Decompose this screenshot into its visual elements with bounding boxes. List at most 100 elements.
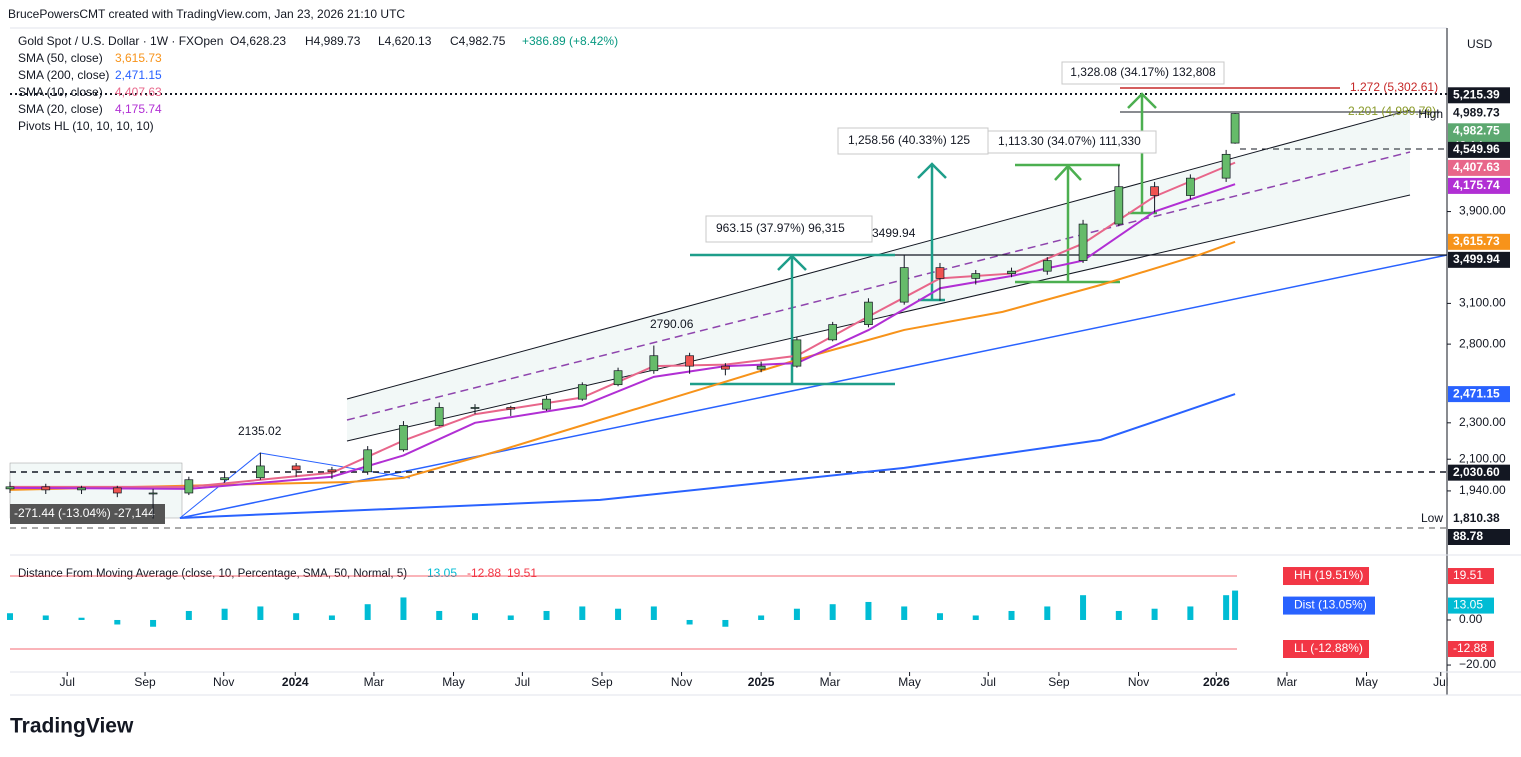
- candle-body: [935, 267, 945, 279]
- extra-bg: [1448, 529, 1510, 545]
- price-label-bg: [1448, 177, 1510, 194]
- candle-body: [399, 425, 408, 451]
- annotation: 1.272 (5,302.61): [1350, 80, 1438, 94]
- indicator-legend: Pivots HL (10, 10, 10, 10): [18, 119, 154, 133]
- level-label: -12.88: [1453, 641, 1487, 655]
- candle: [1186, 174, 1195, 200]
- bar: [865, 601, 872, 620]
- indicator-title: Distance From Moving Average (close, 10,…: [18, 568, 407, 580]
- candle-body: [1221, 153, 1231, 179]
- bar: [364, 604, 371, 620]
- bar: [257, 606, 264, 620]
- x-tick-label: 2026: [1203, 675, 1230, 689]
- candle: [721, 363, 730, 376]
- candle-body: [434, 407, 444, 426]
- currency: USD: [1467, 37, 1493, 51]
- candle: [220, 472, 229, 483]
- candle: [935, 262, 945, 301]
- bar: [328, 615, 335, 620]
- level-label-bg: [1448, 597, 1494, 614]
- candle-body: [613, 370, 623, 386]
- annotation-box: [987, 130, 1157, 154]
- price-label: 2,030.60: [1453, 465, 1500, 479]
- price-label-bg: [1448, 251, 1510, 268]
- ohlc-change: +386.89 (+8.42%): [522, 34, 618, 48]
- level-tag: Dist (13.05%): [1294, 598, 1367, 612]
- ohlc-close: C4,982.75: [450, 34, 506, 48]
- bar: [615, 608, 622, 620]
- channel-mid: [346, 151, 1411, 421]
- price-label: 1,810.38: [1453, 511, 1500, 525]
- candle-body: [220, 477, 229, 481]
- candle-body: [184, 479, 194, 494]
- annotation: 2.201 (4,999.79): [1348, 104, 1436, 118]
- bar: [1008, 610, 1015, 620]
- x-tick-label: Jul: [60, 675, 75, 689]
- y-tick-label: 3,900.00: [1459, 204, 1506, 218]
- candle-body: [41, 486, 51, 491]
- candle-body: [1078, 223, 1088, 261]
- bar: [972, 615, 979, 620]
- bar: [1080, 595, 1087, 620]
- legend-name: SMA (20, close): [18, 102, 103, 116]
- bar: [793, 608, 800, 620]
- price-label-bg: [1448, 510, 1510, 527]
- bar: [436, 610, 443, 620]
- x-tick-label: 2025: [748, 675, 775, 689]
- candle-body: [828, 324, 838, 341]
- price-label: 4,407.63: [1453, 160, 1500, 174]
- annotation-box: [10, 504, 165, 524]
- credit: BrucePowersCMT created with TradingView.…: [8, 7, 405, 21]
- candle: [971, 269, 981, 285]
- x-tick-label: Sep: [134, 675, 156, 689]
- bar: [1187, 606, 1194, 620]
- candle: [828, 321, 838, 342]
- candle-body: [1114, 186, 1124, 225]
- candle: [1221, 149, 1231, 182]
- bar: [78, 617, 85, 620]
- candle-body: [1230, 113, 1240, 144]
- bar: [42, 615, 49, 620]
- price-label-bg: [1448, 141, 1510, 158]
- legend-value: 2,471.15: [115, 68, 162, 82]
- bar: [758, 615, 765, 620]
- legend-value: 3,615.73: [115, 51, 162, 65]
- bar: [650, 606, 657, 620]
- low-tag: Low: [1421, 511, 1443, 525]
- price-label-bg: [1448, 464, 1510, 481]
- candle: [649, 345, 659, 374]
- price-label: 3,615.73: [1453, 234, 1500, 248]
- candle: [506, 405, 516, 416]
- candle-body: [506, 407, 516, 410]
- trendline: [259, 452, 411, 479]
- candle-body: [542, 398, 551, 410]
- price-label: 2,471.15: [1453, 386, 1500, 400]
- channel-fill: [347, 110, 1410, 441]
- bar: [1232, 590, 1239, 620]
- x-tick-label: Sep: [1048, 675, 1070, 689]
- bar: [829, 604, 836, 620]
- price-label-bg: [1448, 159, 1510, 176]
- level-tag-bg: [1283, 640, 1369, 658]
- candle: [184, 476, 194, 496]
- annotation: 1,113.30 (34.07%) 111,330: [998, 134, 1141, 148]
- price-label-bg: [1448, 123, 1510, 140]
- candle-body: [1186, 177, 1195, 196]
- bar: [471, 613, 478, 620]
- bar: [901, 606, 908, 620]
- ohlc-low: L4,620.13: [378, 34, 432, 48]
- candle-body: [327, 469, 337, 473]
- bar: [185, 610, 192, 620]
- bar: [150, 619, 157, 627]
- trendline: [179, 254, 1448, 519]
- candle: [256, 452, 265, 480]
- annotation-box: [705, 215, 873, 243]
- level-label: 13.05: [1453, 598, 1483, 612]
- price-label: 4,989.73: [1453, 105, 1500, 119]
- candle-body: [577, 384, 587, 400]
- candle: [864, 298, 873, 328]
- x-tick-label: May: [1355, 675, 1378, 689]
- level-label-bg: [1448, 568, 1494, 585]
- candle: [41, 483, 51, 495]
- bar: [1044, 606, 1051, 620]
